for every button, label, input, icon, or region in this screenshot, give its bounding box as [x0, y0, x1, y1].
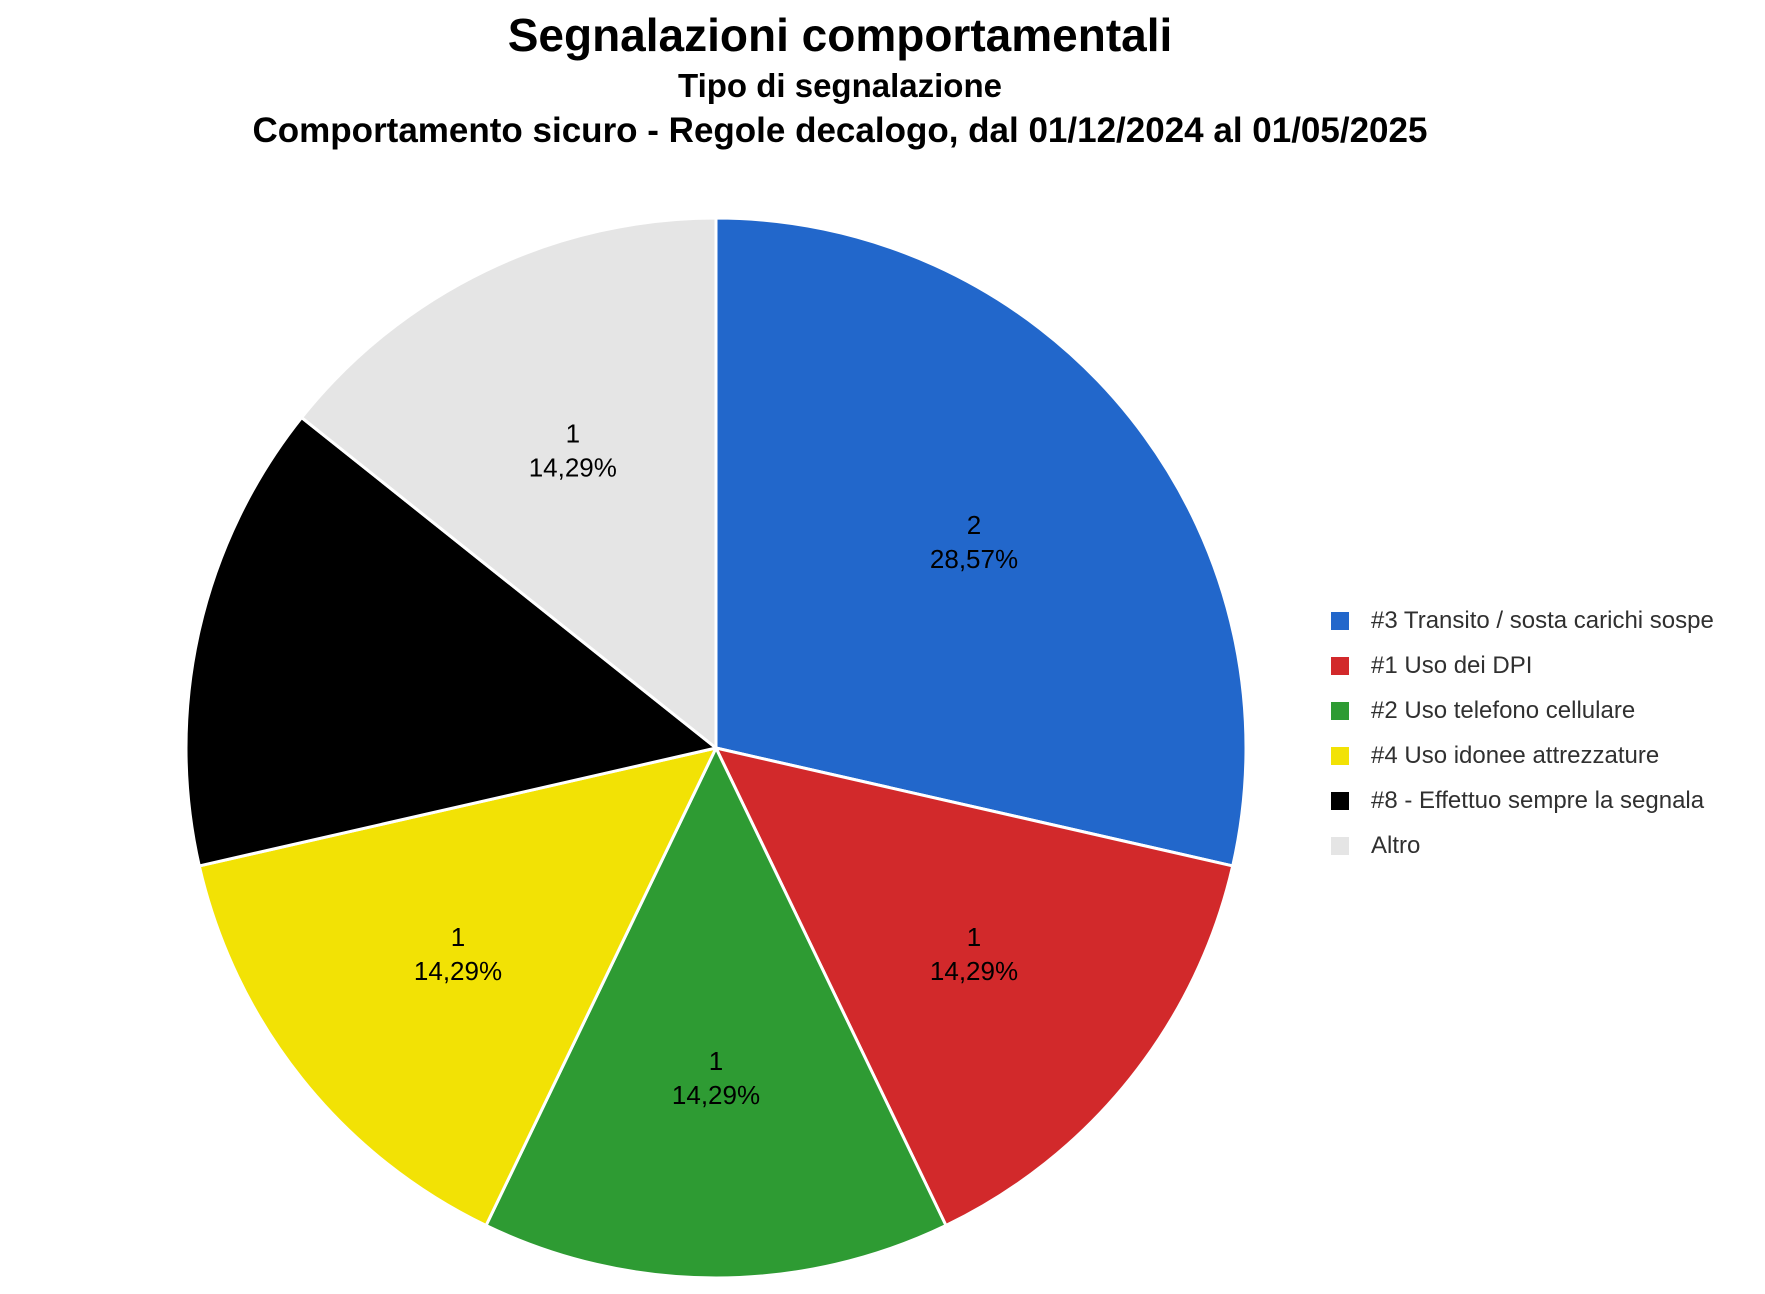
legend-item-4[interactable]: #8 - Effettuo sempre la segnala — [1331, 778, 1714, 823]
pie-slice-3-value-label: 1 — [451, 922, 465, 952]
legend-item-label: #3 Transito / sosta carichi sospe — [1371, 606, 1714, 634]
legend-item-3[interactable]: #4 Uso idonee attrezzature — [1331, 733, 1714, 778]
pie-slice-4[interactable] — [184, 416, 718, 868]
pie-slice-0-value-label: 2 — [967, 510, 981, 540]
legend-swatch-icon — [1331, 791, 1349, 810]
pie-slice-2-value-label: 1 — [709, 1046, 723, 1076]
chart-title: Segnalazioni comportamentali — [507, 9, 1173, 61]
pie-slice-0-percent-label: 28,57% — [930, 544, 1018, 574]
legend-swatch-icon — [1331, 836, 1349, 855]
pie-slice-1-percent-label: 14,29% — [930, 956, 1018, 986]
pie-slice-1[interactable] — [714, 746, 1235, 1228]
legend-item-label: #4 Uso idonee attrezzature — [1371, 741, 1660, 769]
legend-swatch-icon — [1331, 701, 1349, 720]
legend-item-2[interactable]: #2 Uso telefono cellulare — [1331, 688, 1714, 733]
pie-slice-4-percent-label: 14,29% — [350, 677, 438, 707]
pie-slice-5[interactable] — [300, 216, 718, 750]
pie-slice-2-percent-label: 14,29% — [672, 1080, 760, 1110]
pie-slice-3-percent-label: 14,29% — [414, 956, 502, 986]
legend-item-label: Altro — [1371, 831, 1421, 859]
legend-item-label: #8 - Effettuo sempre la segnala — [1371, 786, 1705, 814]
pie-slice-1-value-label: 1 — [967, 922, 981, 952]
pie-slice-5-percent-label: 14,29% — [529, 453, 617, 483]
legend-item-5[interactable]: Altro — [1331, 823, 1714, 868]
legend-swatch-icon — [1331, 746, 1349, 765]
chart-header: Segnalazioni comportamentali Tipo di seg… — [0, 6, 1680, 154]
chart-period-subtitle: Comportamento sicuro - Regole decalogo, … — [252, 111, 1428, 150]
legend-item-1[interactable]: #1 Uso dei DPI — [1331, 643, 1714, 688]
legend: #3 Transito / sosta carichi sospe #1 Uso … — [1331, 598, 1714, 868]
legend-swatch-icon — [1331, 656, 1349, 675]
pie-slice-5-value-label: 1 — [566, 419, 580, 449]
pie-slice-3[interactable] — [197, 746, 718, 1228]
legend-item-label: #2 Uso telefono cellulare — [1371, 696, 1636, 724]
pie-slice-4-value-label: 1 — [387, 643, 401, 673]
legend-swatch-icon — [1331, 611, 1349, 630]
legend-item-0[interactable]: #3 Transito / sosta carichi sospe — [1331, 598, 1714, 643]
legend-item-label: #1 Uso dei DPI — [1371, 651, 1533, 679]
chart-subtitle: Tipo di segnalazione — [678, 67, 1002, 104]
pie-slice-2[interactable] — [484, 746, 948, 1280]
pie-slice-0[interactable] — [714, 216, 1248, 868]
